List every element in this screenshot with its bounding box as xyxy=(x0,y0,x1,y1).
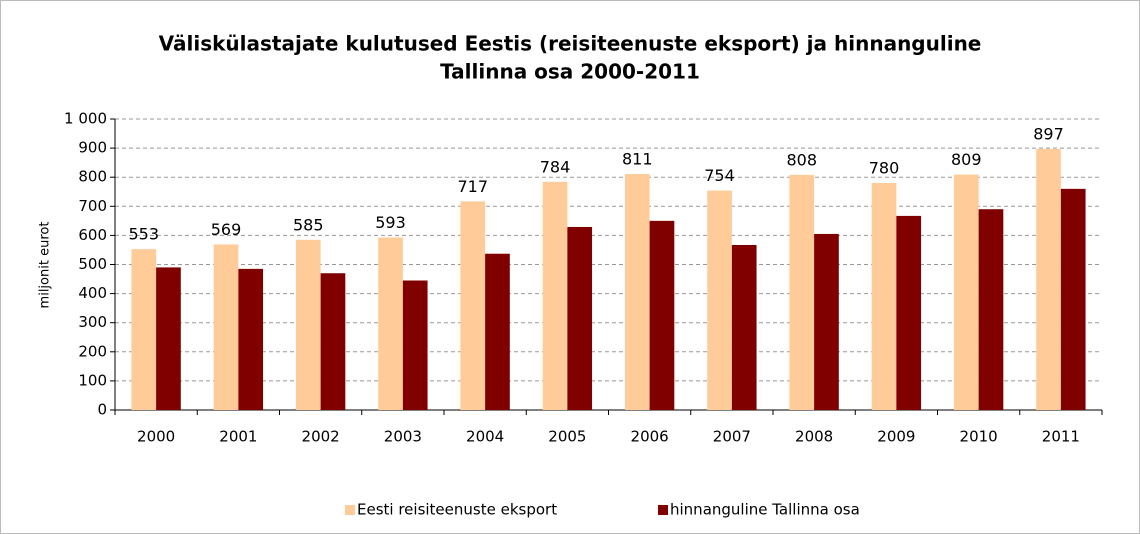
data-label: 809 xyxy=(951,150,982,169)
y-tick-label: 1 000 xyxy=(64,110,107,128)
bar xyxy=(460,201,486,410)
data-label: 585 xyxy=(293,215,324,234)
bar xyxy=(978,209,1004,410)
chart-subtitle: Tallinna osa 2000-2011 xyxy=(440,60,700,84)
bar xyxy=(649,220,675,410)
legend-label: Eesti reisiteenuste eksport xyxy=(357,501,557,519)
bar xyxy=(707,190,732,410)
y-tick-label: 800 xyxy=(78,168,107,186)
y-tick-label: 100 xyxy=(78,371,107,389)
bar xyxy=(131,249,157,410)
data-label: 569 xyxy=(211,220,242,239)
x-tick-label: 2011 xyxy=(1042,428,1080,446)
y-tick-label: 200 xyxy=(78,342,107,360)
bar xyxy=(542,181,568,410)
bar xyxy=(1036,148,1061,410)
bar xyxy=(238,268,264,410)
y-axis-label: miljonit eurot xyxy=(38,222,53,309)
bar xyxy=(624,173,650,410)
bar xyxy=(402,280,428,410)
data-label: 593 xyxy=(375,213,406,232)
x-tick-label: 2009 xyxy=(877,428,915,446)
bar xyxy=(953,174,979,410)
x-tick-label: 2001 xyxy=(219,428,257,446)
legend-swatch xyxy=(345,505,355,515)
chart-title: Väliskülastajate kulutused Eestis (reisi… xyxy=(159,32,982,56)
data-label: 784 xyxy=(540,157,571,176)
data-label: 897 xyxy=(1033,124,1064,143)
y-tick-label: 300 xyxy=(78,313,107,331)
bar xyxy=(1060,188,1086,410)
bar xyxy=(156,267,181,410)
y-tick-label: 500 xyxy=(78,255,107,273)
legend-swatch xyxy=(658,505,668,515)
data-label: 808 xyxy=(787,150,818,169)
x-tick-label: 2002 xyxy=(302,428,340,446)
bar xyxy=(320,273,346,410)
bar xyxy=(731,245,757,410)
x-tick-label: 2007 xyxy=(713,428,751,446)
y-tick-label: 900 xyxy=(78,139,107,157)
y-tick-label: 700 xyxy=(78,197,107,215)
bar xyxy=(295,239,321,410)
y-tick-label: 0 xyxy=(97,401,107,419)
x-tick-label: 2010 xyxy=(960,428,998,446)
x-tick-label: 2000 xyxy=(137,428,175,446)
x-tick-label: 2006 xyxy=(631,428,669,446)
x-tick-label: 2005 xyxy=(548,428,586,446)
bar xyxy=(789,174,815,410)
y-tick-label: 400 xyxy=(78,284,107,302)
bar xyxy=(814,233,839,410)
data-label: 553 xyxy=(129,225,160,244)
bar xyxy=(378,237,403,410)
bar xyxy=(871,183,897,410)
bar xyxy=(485,253,510,410)
data-label: 717 xyxy=(458,177,489,196)
data-label: 780 xyxy=(869,159,900,178)
bar xyxy=(567,226,593,410)
data-label: 811 xyxy=(622,149,653,168)
x-tick-label: 2003 xyxy=(384,428,422,446)
bar xyxy=(213,244,239,410)
data-label: 754 xyxy=(704,166,735,185)
legend-label: hinnanguline Tallinna osa xyxy=(670,501,860,519)
x-tick-label: 2008 xyxy=(795,428,833,446)
x-tick-label: 2004 xyxy=(466,428,504,446)
bar xyxy=(896,215,922,410)
y-tick-label: 600 xyxy=(78,226,107,244)
